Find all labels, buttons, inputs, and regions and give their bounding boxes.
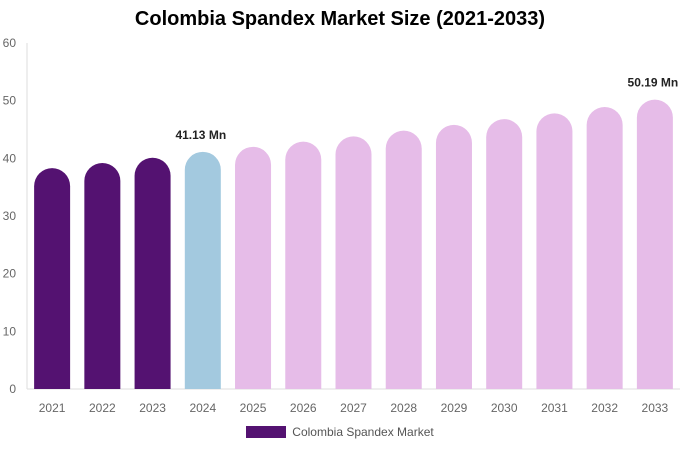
bar-2023[interactable] xyxy=(134,157,171,389)
legend-swatch xyxy=(246,426,287,438)
y-tick-label: 60 xyxy=(3,36,17,50)
legend[interactable]: Colombia Spandex Market xyxy=(0,425,680,439)
bar-2032[interactable] xyxy=(586,107,623,389)
x-tick-label: 2025 xyxy=(240,401,267,415)
x-tick-label: 2024 xyxy=(189,401,216,415)
bar-2021[interactable] xyxy=(34,168,71,389)
x-tick-label: 2028 xyxy=(390,401,417,415)
x-tick-label: 2031 xyxy=(541,401,568,415)
y-tick-label: 30 xyxy=(3,209,17,223)
bar-2029[interactable] xyxy=(435,124,472,390)
bar-2022[interactable] xyxy=(84,162,121,389)
bar-2031[interactable] xyxy=(536,113,573,390)
x-tick-label: 2032 xyxy=(591,401,618,415)
x-tick-label: 2030 xyxy=(491,401,518,415)
bar-2030[interactable] xyxy=(486,119,523,389)
bar-2026[interactable] xyxy=(285,141,322,389)
chart-title: Colombia Spandex Market Size (2021-2033) xyxy=(134,8,546,30)
x-tick-label: 2026 xyxy=(290,401,317,415)
data-label: 41.13 Mn xyxy=(175,128,226,142)
x-tick-label: 2022 xyxy=(89,401,116,415)
legend-label: Colombia Spandex Market xyxy=(292,425,434,439)
y-tick-label: 10 xyxy=(3,324,17,338)
bar-2033[interactable] xyxy=(636,99,673,390)
data-label: 50.19 Mn xyxy=(628,76,679,90)
y-tick-label: 40 xyxy=(3,151,17,165)
y-tick-label: 0 xyxy=(9,382,16,396)
y-tick-label: 20 xyxy=(3,267,17,281)
bar-2025[interactable] xyxy=(235,146,272,389)
x-tick-label: 2033 xyxy=(642,401,669,415)
x-tick-label: 2023 xyxy=(139,401,166,415)
y-tick-label: 50 xyxy=(3,94,17,108)
bar-2024[interactable] xyxy=(184,151,221,389)
bar-2027[interactable] xyxy=(335,136,372,389)
bar-2028[interactable] xyxy=(385,130,422,389)
x-tick-label: 2029 xyxy=(441,401,468,415)
x-tick-label: 2021 xyxy=(39,401,66,415)
x-tick-label: 2027 xyxy=(340,401,367,415)
